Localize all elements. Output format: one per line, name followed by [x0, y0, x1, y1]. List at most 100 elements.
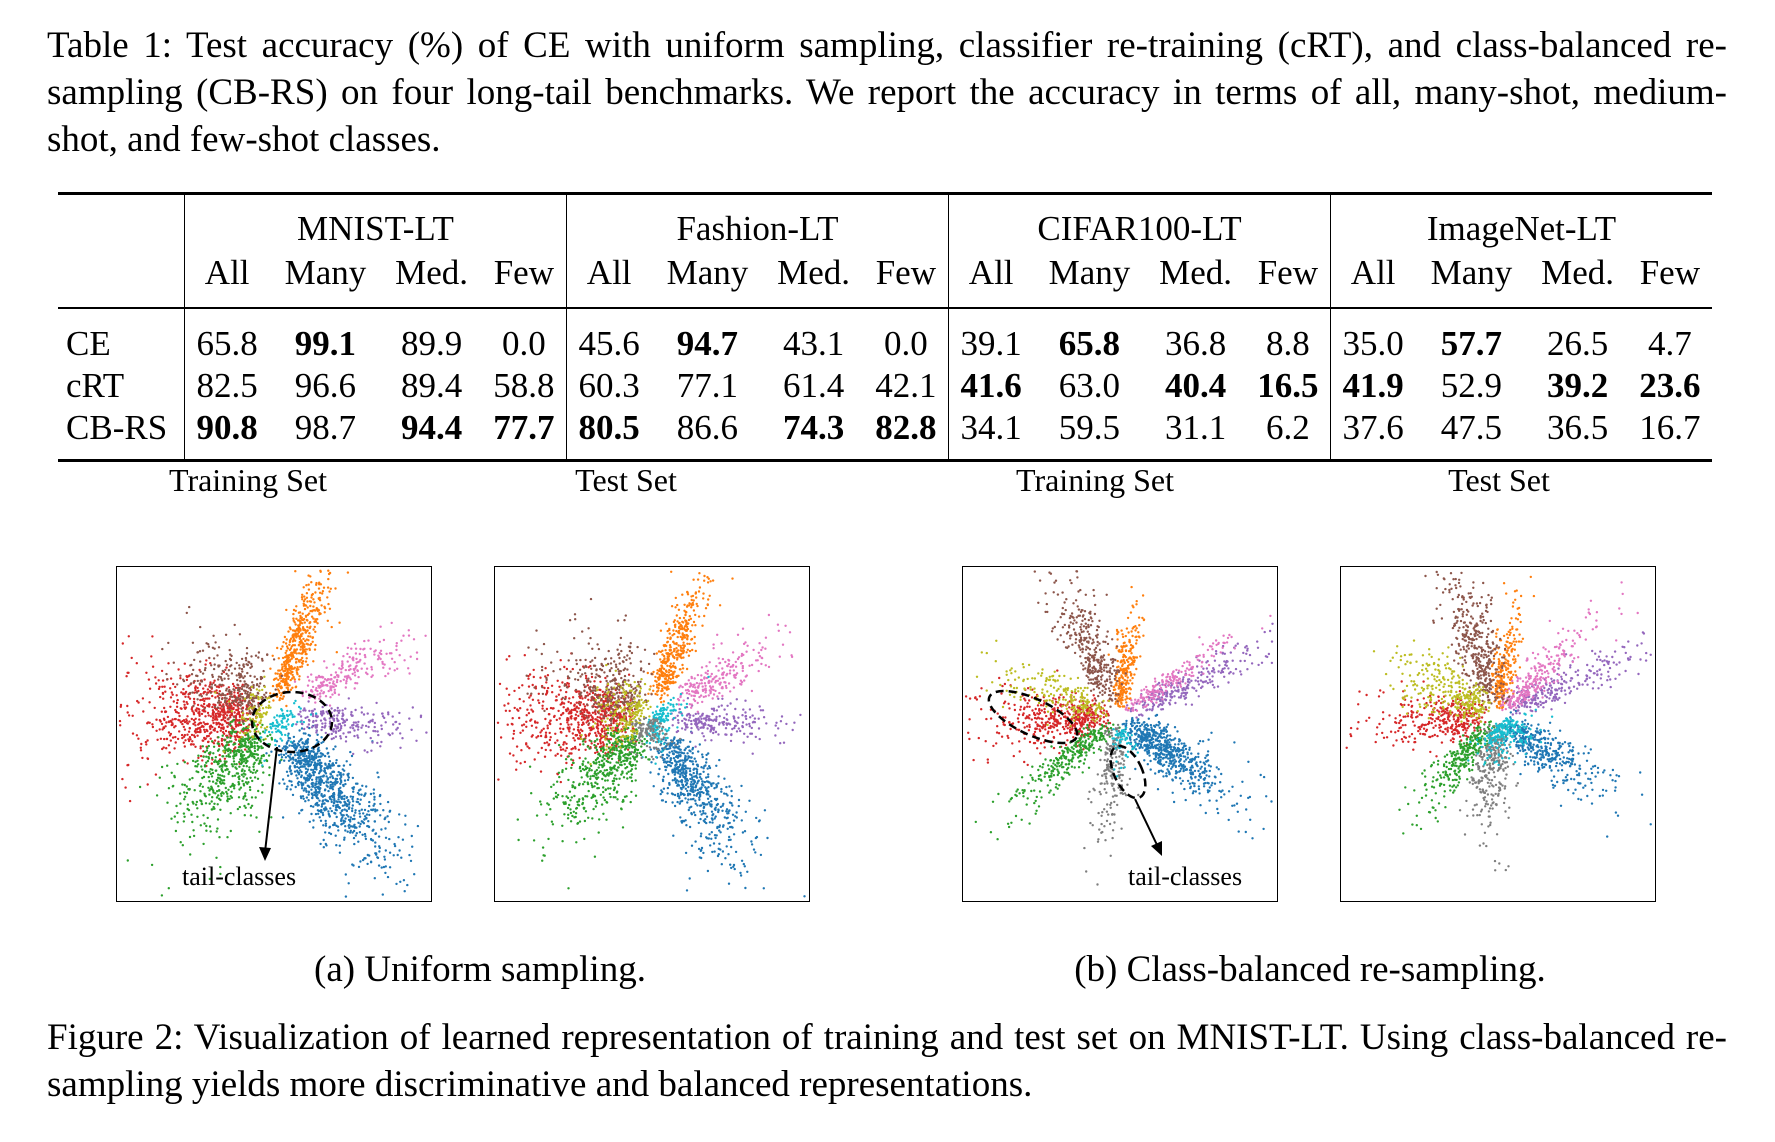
class-cluster [1372, 639, 1492, 723]
table-cell: 58.8 [493, 366, 555, 405]
subcol-header: Many [269, 251, 382, 309]
class-cluster [670, 697, 802, 755]
class-cluster [295, 697, 428, 756]
class-cluster [1467, 708, 1554, 767]
table-cell: 65.8 [184, 308, 270, 365]
subcol-header: Few [481, 251, 567, 309]
class-cluster [629, 716, 682, 761]
scatter-panel-balanced-train: tail-classes [962, 566, 1278, 902]
table-cell: 52.9 [1440, 366, 1503, 405]
table-cell: 74.3 [763, 407, 864, 462]
table-cell: 8.8 [1265, 324, 1310, 363]
table-cell: 31.1 [1145, 407, 1246, 462]
table-cell: 36.5 [1527, 407, 1628, 462]
class-cluster [1118, 713, 1273, 840]
table-cell: 39.1 [948, 308, 1034, 365]
class-cluster [126, 718, 283, 897]
table-cell: 89.9 [400, 324, 463, 363]
subcol-header: All [948, 251, 1034, 309]
table-cell: 86.6 [651, 407, 764, 462]
class-cluster [161, 605, 283, 726]
annotation-arrow [264, 746, 278, 853]
class-cluster [1033, 570, 1127, 708]
table-cell: 94.7 [676, 324, 739, 363]
table-cell: 41.6 [948, 365, 1034, 407]
annotation-arrow [1134, 798, 1159, 848]
panel-title: Training Set [1016, 462, 1174, 498]
table-cell: 43.1 [782, 324, 845, 363]
table-row: CB-RS 90.8 98.7 94.4 77.7 80.5 86.6 74.3 82.8 34.… [58, 407, 1712, 462]
table-cell: 65.8 [1058, 324, 1121, 363]
dataset-header: CIFAR100-LT [948, 192, 1331, 251]
table-cell: 0.0 [883, 324, 928, 363]
class-cluster [1124, 614, 1272, 712]
table-cell: 82.5 [184, 365, 270, 407]
subcol-header: Few [863, 251, 949, 309]
class-cluster [975, 639, 1111, 728]
tail-class-ellipse [987, 689, 1079, 745]
table-cell: 45.6 [566, 308, 652, 365]
subcol-header: Med. [763, 251, 864, 309]
subcol-header: Many [651, 251, 764, 309]
table-cell: 96.6 [294, 366, 357, 405]
subcol-header: Many [1415, 251, 1528, 309]
tail-class-ellipse [250, 690, 334, 754]
table-cell: 90.8 [184, 407, 270, 462]
figure-caption: Figure 2: Visualization of learned repre… [47, 1017, 1727, 1105]
method-name: cRT [66, 366, 125, 405]
table-cell: 94.4 [381, 407, 482, 462]
class-cluster [974, 721, 1121, 841]
subcol-header: Med. [1527, 251, 1628, 309]
table-cell: 35.0 [1330, 308, 1416, 365]
subcol-header: Med. [381, 251, 482, 309]
arrow-head [259, 847, 271, 861]
table-cell: 37.6 [1330, 407, 1416, 462]
method-name: CE [66, 324, 111, 363]
tail-class-ellipse [1109, 744, 1147, 800]
subcol-header: Few [1245, 251, 1331, 309]
table-cell: 34.1 [948, 407, 1034, 462]
class-cluster [1107, 585, 1146, 710]
table-cell: 4.7 [1647, 324, 1692, 363]
table-cell: 59.5 [1033, 407, 1146, 462]
tail-classes-label: tail-classes [1128, 862, 1242, 891]
table-cell: 57.7 [1440, 324, 1503, 363]
class-cluster [214, 675, 273, 753]
results-table: MNIST-LT Fashion-LT CIFAR100-LT ImageNet… [58, 192, 1712, 462]
arrow-head [1151, 841, 1162, 856]
scatter-panel-uniform-train: tail-classes [116, 566, 432, 902]
table-cell: 77.1 [676, 366, 739, 405]
tail-classes-label: tail-classes [182, 862, 296, 891]
scatter-plot [496, 570, 806, 898]
class-cluster [265, 724, 420, 898]
table-cell: 77.7 [481, 407, 567, 462]
method-name: CB-RS [58, 407, 185, 462]
table-cell: 40.4 [1164, 366, 1227, 405]
class-cluster [1490, 575, 1536, 710]
class-cluster [1506, 631, 1652, 716]
table-row: CE 65.8 99.1 89.9 0.0 45.6 94.7 43.1 0.0 39.1 65.8… [58, 308, 1712, 365]
class-cluster [1398, 720, 1496, 835]
subcol-header: Med. [1145, 251, 1246, 309]
table-cell: 63.0 [1058, 366, 1121, 405]
table-caption: Table 1: Test accuracy (%) of CE with un… [47, 25, 1727, 160]
table-row: cRT 82.5 96.6 89.4 58.8 60.3 77.1 61.4 42.1 41.6 6… [58, 365, 1712, 407]
table-cell: 98.7 [269, 407, 382, 462]
class-cluster [1498, 709, 1652, 838]
subcol-header: All [566, 251, 652, 309]
dataset-header: ImageNet-LT [1330, 192, 1712, 251]
scatter-plot [1345, 570, 1652, 872]
panel-title: Test Set [1448, 462, 1550, 498]
class-cluster [580, 663, 652, 766]
table-cell: 26.5 [1546, 324, 1609, 363]
table-cell: 16.7 [1627, 407, 1712, 462]
class-cluster [649, 730, 806, 898]
class-cluster [1424, 570, 1511, 709]
table-cell: 61.4 [782, 366, 845, 405]
class-cluster [267, 569, 350, 708]
class-cluster [646, 570, 734, 704]
table-cell: 36.8 [1164, 324, 1227, 363]
panel-title: Training Set [169, 462, 327, 498]
class-cluster [525, 597, 656, 737]
scatter-panel-balanced-test [1340, 566, 1656, 902]
